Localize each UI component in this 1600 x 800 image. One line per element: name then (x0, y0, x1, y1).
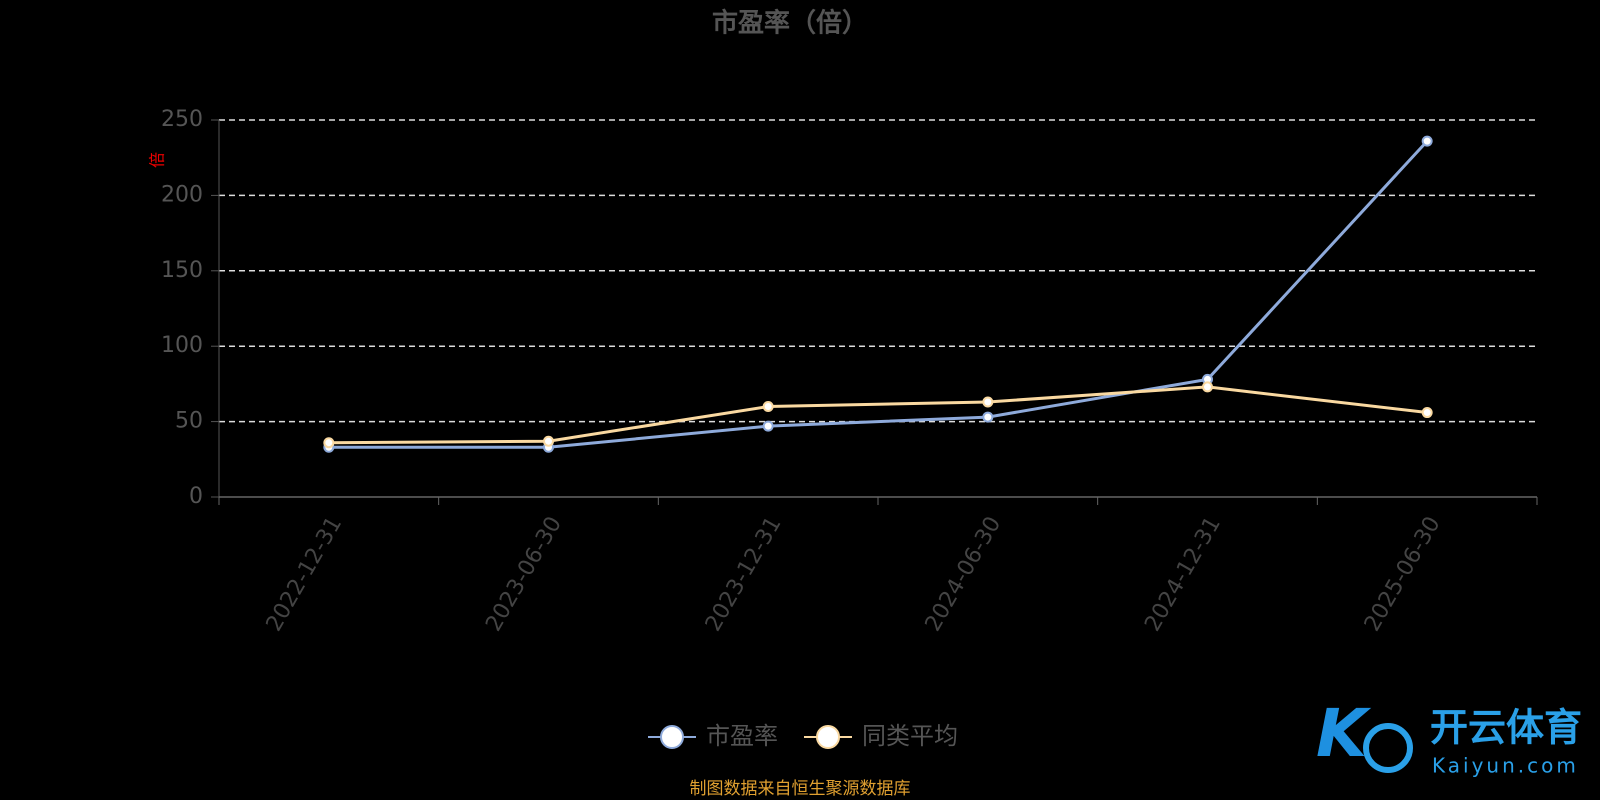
legend-swatch (660, 725, 684, 749)
watermark-site: Kaiyun.com (1432, 754, 1579, 778)
data-point (982, 411, 994, 423)
legend-item: 市盈率 (648, 722, 778, 750)
data-point (1421, 407, 1433, 419)
legend-swatch (816, 725, 840, 749)
data-point (762, 420, 774, 432)
y-tick-label: 150 (161, 258, 203, 283)
data-point (323, 437, 335, 449)
series-line (328, 140, 1429, 449)
y-tick-label: 100 (161, 333, 203, 358)
series-line (328, 385, 1428, 445)
watermark: K 开云体育 Kaiyun.com (1316, 695, 1582, 777)
chart-title: 市盈率（倍） (712, 8, 868, 39)
watermark-logo (1363, 723, 1413, 773)
legend-label: 同类平均 (862, 722, 958, 750)
y-tick-label: 250 (161, 107, 203, 132)
data-point (1202, 381, 1213, 393)
y-axis-label: 倍 (148, 152, 167, 168)
watermark-brand: 开云体育 (1430, 706, 1582, 750)
y-tick-label: 50 (175, 409, 203, 434)
data-point (543, 435, 554, 447)
y-tick-label: 0 (189, 484, 203, 509)
legend-item: 同类平均 (804, 722, 958, 750)
data-point (982, 396, 994, 408)
data-point (762, 401, 774, 413)
y-tick-label: 200 (161, 182, 203, 207)
watermark-logo: K (1316, 695, 1372, 772)
source-note: 制图数据来自恒生聚源数据库 (690, 779, 911, 799)
data-point (1421, 135, 1433, 147)
legend-label: 市盈率 (706, 722, 778, 750)
